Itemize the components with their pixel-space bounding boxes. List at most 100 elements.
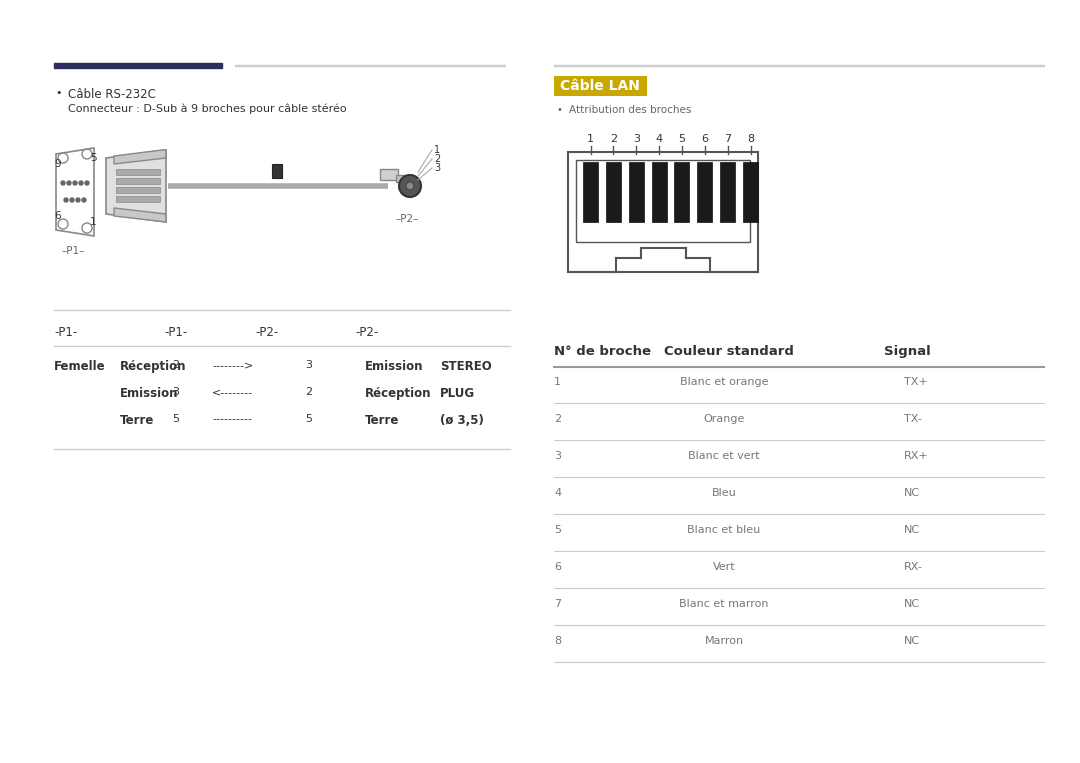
Text: Terre: Terre (120, 414, 154, 427)
Bar (116, 196, 160, 202)
Bar (54, 63, 222, 68)
Text: Orange: Orange (703, 414, 745, 424)
Text: 2: 2 (305, 387, 312, 397)
Bar (720, 162, 735, 222)
Text: 2: 2 (172, 360, 179, 370)
Text: -P2-: -P2- (255, 326, 279, 339)
Circle shape (60, 181, 65, 185)
Text: 1: 1 (554, 377, 561, 387)
Text: Blanc et bleu: Blanc et bleu (687, 525, 760, 535)
Text: TX+: TX+ (904, 377, 928, 387)
Text: STEREO: STEREO (440, 360, 491, 373)
Text: -P2-: -P2- (355, 326, 378, 339)
Circle shape (85, 181, 89, 185)
Bar (674, 162, 689, 222)
Text: NC: NC (904, 636, 920, 646)
Bar (576, 160, 750, 242)
Text: Signal: Signal (885, 345, 931, 358)
Text: Emission: Emission (120, 387, 178, 400)
Circle shape (76, 198, 80, 202)
Text: 1: 1 (434, 145, 441, 155)
Text: Réception: Réception (365, 387, 432, 400)
Text: Blanc et orange: Blanc et orange (679, 377, 768, 387)
Text: 4: 4 (554, 488, 562, 498)
Polygon shape (114, 208, 166, 222)
Text: 5: 5 (172, 414, 179, 424)
Text: 6: 6 (54, 211, 60, 221)
Text: Vert: Vert (713, 562, 735, 572)
Text: Câble LAN: Câble LAN (561, 79, 639, 93)
Bar (554, 76, 647, 96)
Text: 1: 1 (90, 217, 96, 227)
Text: NC: NC (904, 525, 920, 535)
Bar (396, 175, 406, 182)
Text: Câble RS-232C: Câble RS-232C (68, 88, 156, 101)
Text: Attribution des broches: Attribution des broches (569, 105, 691, 115)
Text: -------->: --------> (212, 360, 253, 370)
Bar (568, 152, 758, 272)
Bar (116, 178, 160, 184)
Bar (743, 162, 758, 222)
Bar (606, 162, 621, 222)
Text: 4: 4 (656, 134, 663, 144)
Text: RX-: RX- (904, 562, 923, 572)
Text: 5: 5 (678, 134, 686, 144)
Text: 5: 5 (554, 525, 561, 535)
Text: PLUG: PLUG (440, 387, 475, 400)
Text: 5: 5 (305, 414, 312, 424)
Bar (698, 162, 713, 222)
Text: 2: 2 (610, 134, 617, 144)
Text: 6: 6 (554, 562, 561, 572)
Text: 9: 9 (54, 159, 60, 169)
Text: NC: NC (904, 599, 920, 609)
Circle shape (67, 181, 71, 185)
Bar (629, 162, 644, 222)
Text: 7: 7 (724, 134, 731, 144)
Text: N° de broche: N° de broche (554, 345, 651, 358)
Text: -P1-: -P1- (164, 326, 187, 339)
Bar (554, 65, 1044, 66)
Circle shape (70, 198, 75, 202)
Polygon shape (114, 150, 166, 164)
Text: 8: 8 (554, 636, 562, 646)
Text: •: • (55, 88, 62, 98)
Text: –P1–: –P1– (60, 246, 84, 256)
Text: Couleur standard: Couleur standard (664, 345, 794, 358)
Bar (272, 164, 282, 178)
Text: 3: 3 (305, 360, 312, 370)
Text: 1: 1 (588, 134, 594, 144)
Bar (235, 65, 505, 66)
Text: Emission: Emission (365, 360, 423, 373)
Text: ----------: ---------- (212, 414, 252, 424)
Text: 3: 3 (554, 451, 561, 461)
Circle shape (73, 181, 77, 185)
Text: Réception: Réception (120, 360, 187, 373)
Text: NC: NC (904, 488, 920, 498)
Text: TX-: TX- (904, 414, 922, 424)
Text: Bleu: Bleu (712, 488, 737, 498)
Bar (116, 169, 160, 175)
Text: 2: 2 (554, 414, 562, 424)
Text: Femelle: Femelle (54, 360, 106, 373)
Text: 3: 3 (434, 163, 441, 173)
Circle shape (82, 198, 86, 202)
Text: 5: 5 (90, 153, 96, 163)
Text: RX+: RX+ (904, 451, 929, 461)
Text: –P2–: –P2– (396, 214, 419, 224)
Text: 3: 3 (633, 134, 639, 144)
Text: Blanc et marron: Blanc et marron (679, 599, 769, 609)
Text: Marron: Marron (704, 636, 743, 646)
Circle shape (79, 181, 83, 185)
Text: -P1-: -P1- (54, 326, 78, 339)
Polygon shape (106, 150, 166, 222)
Text: <--------: <-------- (212, 387, 253, 397)
Circle shape (406, 182, 414, 190)
Circle shape (399, 175, 421, 197)
Text: 7: 7 (554, 599, 562, 609)
Bar (380, 169, 399, 180)
Bar (116, 187, 160, 193)
Text: •: • (557, 105, 563, 115)
Text: 2: 2 (434, 154, 441, 164)
Text: Connecteur : D-Sub à 9 broches pour câble stéréo: Connecteur : D-Sub à 9 broches pour câbl… (68, 103, 347, 114)
Text: (ø 3,5): (ø 3,5) (440, 414, 484, 427)
